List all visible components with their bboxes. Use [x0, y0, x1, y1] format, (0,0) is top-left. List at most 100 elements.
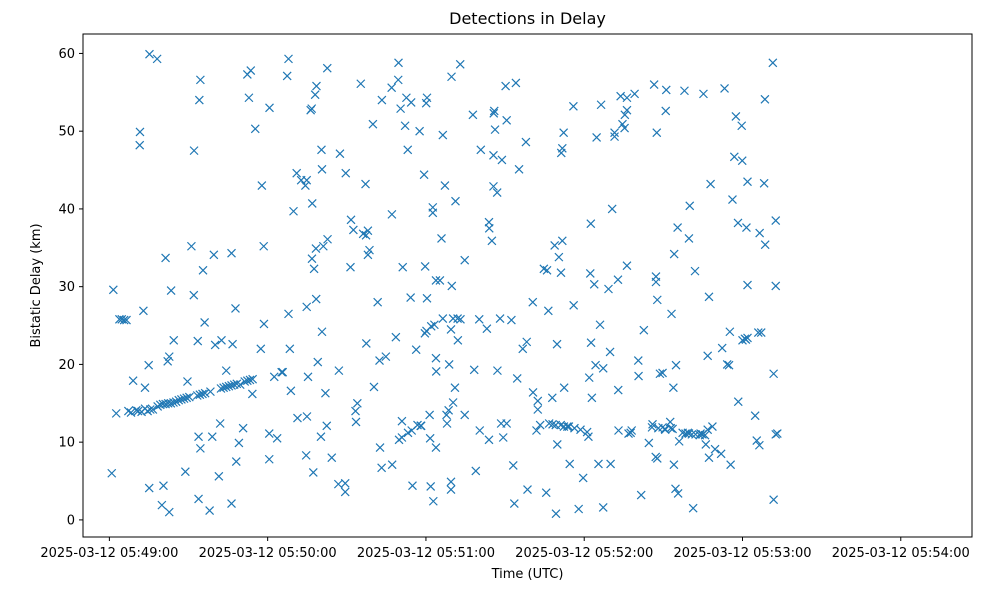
detection-point: [750, 411, 760, 421]
detection-point: [400, 121, 410, 131]
detection-point: [327, 453, 337, 463]
detection-point: [756, 328, 766, 337]
detection-point: [145, 49, 154, 59]
detection-point: [752, 436, 762, 446]
detection-point: [363, 226, 373, 236]
detection-point: [391, 332, 401, 342]
detection-point: [193, 336, 203, 346]
detection-point: [453, 314, 463, 323]
detection-point: [460, 255, 470, 265]
detection-point: [688, 503, 698, 513]
detection-point: [501, 81, 511, 91]
detection-point: [431, 366, 441, 376]
detection-point: [313, 357, 323, 367]
detection-point: [627, 426, 637, 435]
detection-point: [397, 433, 407, 442]
detection-point: [264, 454, 274, 464]
detection-point: [726, 460, 736, 470]
detection-point: [231, 457, 241, 467]
detection-point: [192, 391, 202, 400]
detection-point: [166, 398, 176, 408]
detection-point: [652, 454, 662, 463]
y-tick-label: 10: [58, 436, 75, 451]
detection-point: [448, 398, 458, 407]
detection-point: [214, 471, 224, 481]
detection-point: [737, 121, 747, 131]
detection-point: [307, 199, 317, 208]
detection-point: [673, 223, 683, 233]
detection-point: [468, 110, 478, 120]
detection-point: [607, 204, 617, 214]
detection-point: [541, 488, 551, 498]
detection-point: [639, 325, 649, 335]
detection-point: [227, 499, 236, 508]
detection-point: [219, 383, 229, 393]
detection-point: [728, 195, 737, 205]
detection-point: [245, 375, 255, 385]
detection-point: [247, 389, 257, 399]
detection-point: [772, 429, 782, 439]
detection-point: [200, 388, 210, 398]
detection-point: [195, 443, 205, 453]
detection-point: [661, 106, 671, 116]
detection-point: [231, 304, 240, 313]
detection-point: [492, 188, 502, 198]
detection-point: [768, 58, 778, 68]
detection-point: [539, 264, 549, 274]
detection-point: [484, 223, 494, 233]
detection-point: [348, 225, 358, 235]
detection-point: [490, 125, 500, 135]
detection-point: [622, 261, 632, 271]
detection-point: [169, 398, 178, 407]
detection-point: [455, 59, 465, 69]
detection-point: [293, 413, 302, 423]
detection-point: [421, 98, 431, 108]
detection-point: [760, 240, 770, 250]
detection-point: [422, 293, 432, 303]
detection-point: [720, 83, 729, 93]
detection-point: [528, 387, 538, 397]
detection-point: [760, 94, 770, 104]
detection-point: [620, 123, 630, 133]
detection-point: [562, 422, 572, 432]
detection-point: [446, 325, 456, 334]
detection-point: [248, 374, 258, 384]
x-tick-label: 2025-03-12 05:53:00: [673, 546, 811, 561]
detection-point: [183, 377, 192, 386]
detection-point: [701, 440, 711, 449]
detection-point: [687, 429, 697, 439]
detection-point: [533, 405, 543, 414]
detection-point: [633, 356, 643, 365]
detection-point: [543, 306, 553, 316]
detection-point: [446, 477, 456, 487]
detection-point: [122, 315, 131, 325]
detection-point: [346, 215, 356, 225]
detection-point: [743, 280, 752, 290]
detection-point: [613, 275, 623, 285]
detection-point: [743, 333, 752, 343]
detection-point: [710, 444, 720, 454]
detection-point: [431, 443, 441, 453]
detection-point: [610, 132, 619, 142]
x-axis-label: Time (UTC): [491, 567, 564, 582]
detection-point: [743, 177, 752, 187]
detection-point: [317, 164, 327, 174]
detection-point: [716, 449, 726, 459]
detection-point: [489, 150, 498, 160]
detection-point: [489, 181, 498, 191]
detection-point: [340, 487, 350, 497]
detection-point: [419, 170, 429, 180]
detection-point: [194, 432, 203, 442]
detection-point: [514, 164, 524, 174]
detection-point: [317, 145, 326, 155]
detection-point: [308, 468, 318, 477]
detection-point: [363, 250, 373, 260]
detection-point: [377, 463, 387, 473]
detection-point: [569, 300, 579, 310]
detection-point: [138, 306, 148, 316]
detection-point: [198, 389, 207, 399]
detection-point: [368, 119, 378, 129]
detection-point: [269, 372, 279, 382]
detection-point: [153, 401, 163, 411]
detection-point: [169, 335, 179, 345]
